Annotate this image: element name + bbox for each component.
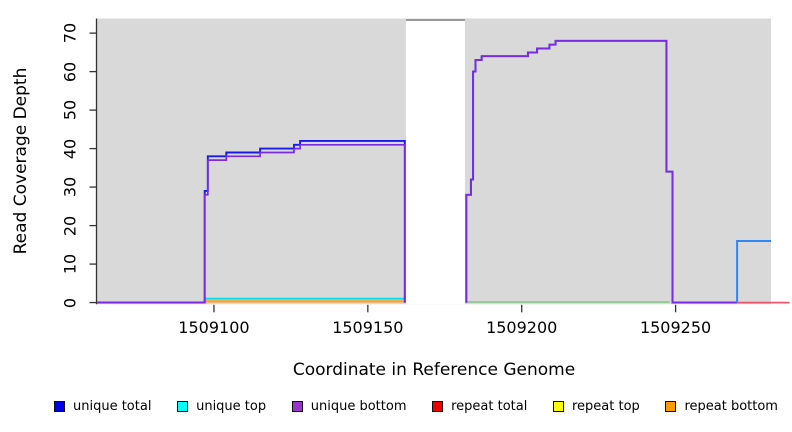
legend-item-unique-top: unique top xyxy=(177,399,266,414)
legend-item-repeat-total: repeat total xyxy=(432,399,527,414)
y-tick-label: 60 xyxy=(60,61,80,82)
y-tick-label: 70 xyxy=(60,22,80,44)
y-tick-label: 10 xyxy=(60,253,80,275)
x-tick-label: 1509250 xyxy=(639,318,712,337)
unique-total-swatch-icon xyxy=(54,401,65,412)
repeat-top-swatch-icon xyxy=(553,401,564,412)
repeat-total-swatch-icon xyxy=(432,401,444,412)
legend-item-unique-bottom: unique bottom xyxy=(291,399,407,414)
x-tick-label: 1509200 xyxy=(486,318,558,337)
legend-item-repeat-top: repeat top xyxy=(553,399,640,414)
repeat-bottom-swatch-icon xyxy=(665,401,677,412)
offscale-band xyxy=(405,20,465,305)
legend-label: unique bottom xyxy=(310,399,407,414)
y-tick-label: 30 xyxy=(60,176,80,198)
legend-label: unique top xyxy=(196,399,267,414)
legend-label: unique total xyxy=(73,399,152,414)
y-tick-label: 20 xyxy=(60,215,80,236)
y-tick-label: 0 xyxy=(60,297,80,308)
y-axis-title: Read Coverage Depth xyxy=(11,67,31,255)
legend-label: repeat top xyxy=(572,399,640,414)
unique-bottom-swatch-icon xyxy=(291,401,303,412)
legend-label: repeat total xyxy=(451,399,528,414)
legend-label: repeat bottom xyxy=(684,399,778,414)
y-tick-label: 40 xyxy=(60,138,80,159)
legend: unique total unique top unique bottom re… xyxy=(54,399,778,414)
legend-item-unique-total: unique total xyxy=(54,399,151,414)
x-tick-label: 1509150 xyxy=(332,318,404,337)
x-axis-title: Coordinate in Reference Genome xyxy=(292,360,576,380)
x-tick-label: 1509100 xyxy=(178,318,250,337)
y-tick-label: 50 xyxy=(60,99,80,121)
legend-item-repeat-bottom: repeat bottom xyxy=(665,399,778,414)
series-line-unique-bottom xyxy=(97,143,406,304)
unique-top-swatch-icon xyxy=(177,401,189,412)
series-line-unique-total-unique-top-overlap- xyxy=(736,240,771,303)
series-line-unique-bottom xyxy=(465,39,738,304)
